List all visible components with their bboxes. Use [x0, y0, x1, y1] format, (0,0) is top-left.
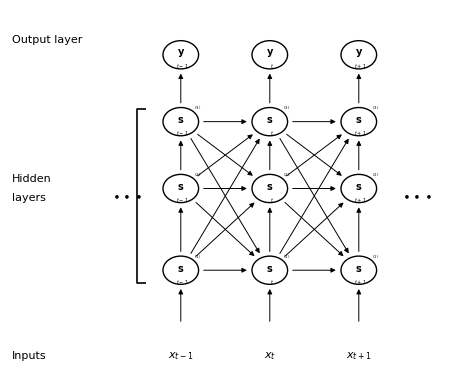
Text: $_{t+1}$: $_{t+1}$: [354, 63, 367, 71]
Text: $_{t}$: $_{t}$: [270, 63, 273, 71]
Text: Output layer: Output layer: [12, 35, 82, 45]
Circle shape: [252, 256, 288, 284]
Text: $^{(2)}$: $^{(2)}$: [283, 173, 290, 178]
Text: $^{(3)}$: $^{(3)}$: [194, 106, 201, 111]
Text: $^{(2)}$: $^{(2)}$: [194, 173, 201, 178]
Text: $_{t+1}$: $_{t+1}$: [354, 130, 367, 138]
Text: $x_{t}$: $x_{t}$: [264, 350, 276, 362]
Circle shape: [163, 41, 199, 69]
Text: $x_{t+1}$: $x_{t+1}$: [346, 350, 372, 362]
Text: $\mathbf{s}$: $\mathbf{s}$: [355, 115, 363, 125]
Text: $\mathbf{y}$: $\mathbf{y}$: [177, 47, 185, 59]
Text: $_{t-1}$: $_{t-1}$: [176, 63, 189, 71]
Text: layers: layers: [12, 193, 46, 203]
Text: $^{(1)}$: $^{(1)}$: [372, 254, 379, 260]
Text: $_{t-1}$: $_{t-1}$: [176, 279, 189, 287]
Text: $\bullet\bullet\bullet$: $\bullet\bullet\bullet$: [402, 189, 433, 202]
Text: $_{t+1}$: $_{t+1}$: [354, 279, 367, 287]
Circle shape: [341, 41, 377, 69]
Text: $\mathbf{s}$: $\mathbf{s}$: [177, 182, 184, 192]
Text: $\mathbf{s}$: $\mathbf{s}$: [266, 264, 273, 274]
Text: $\mathbf{y}$: $\mathbf{y}$: [266, 47, 274, 59]
Text: $\mathbf{s}$: $\mathbf{s}$: [355, 182, 363, 192]
Text: $_{t-1}$: $_{t-1}$: [176, 197, 189, 205]
Text: Hidden: Hidden: [12, 174, 52, 184]
Text: $_{t-1}$: $_{t-1}$: [176, 130, 189, 138]
Text: $x_{t-1}$: $x_{t-1}$: [168, 350, 194, 362]
Text: $\mathbf{s}$: $\mathbf{s}$: [355, 264, 363, 274]
Circle shape: [163, 175, 199, 202]
Text: $^{(3)}$: $^{(3)}$: [372, 106, 379, 111]
Text: $^{(2)}$: $^{(2)}$: [372, 173, 379, 178]
Text: $\mathbf{y}$: $\mathbf{y}$: [355, 47, 363, 59]
Text: $^{(1)}$: $^{(1)}$: [194, 254, 201, 260]
Text: $^{(1)}$: $^{(1)}$: [283, 254, 290, 260]
Circle shape: [252, 107, 288, 136]
Circle shape: [163, 107, 199, 136]
Text: $^{(3)}$: $^{(3)}$: [283, 106, 290, 111]
Text: $_{t+1}$: $_{t+1}$: [354, 197, 367, 205]
Circle shape: [252, 41, 288, 69]
Circle shape: [341, 175, 377, 202]
Text: $\mathbf{s}$: $\mathbf{s}$: [266, 182, 273, 192]
Text: $\mathbf{s}$: $\mathbf{s}$: [266, 115, 273, 125]
Text: $\bullet\bullet\bullet$: $\bullet\bullet\bullet$: [111, 189, 142, 202]
Circle shape: [163, 256, 199, 284]
Text: $\mathbf{s}$: $\mathbf{s}$: [177, 264, 184, 274]
Text: $\mathbf{s}$: $\mathbf{s}$: [177, 115, 184, 125]
Text: $_{t}$: $_{t}$: [270, 130, 273, 138]
Text: $_{t}$: $_{t}$: [270, 197, 273, 205]
Circle shape: [341, 256, 377, 284]
Circle shape: [252, 175, 288, 202]
Text: $_{t}$: $_{t}$: [270, 279, 273, 287]
Text: Inputs: Inputs: [12, 351, 47, 361]
Circle shape: [341, 107, 377, 136]
